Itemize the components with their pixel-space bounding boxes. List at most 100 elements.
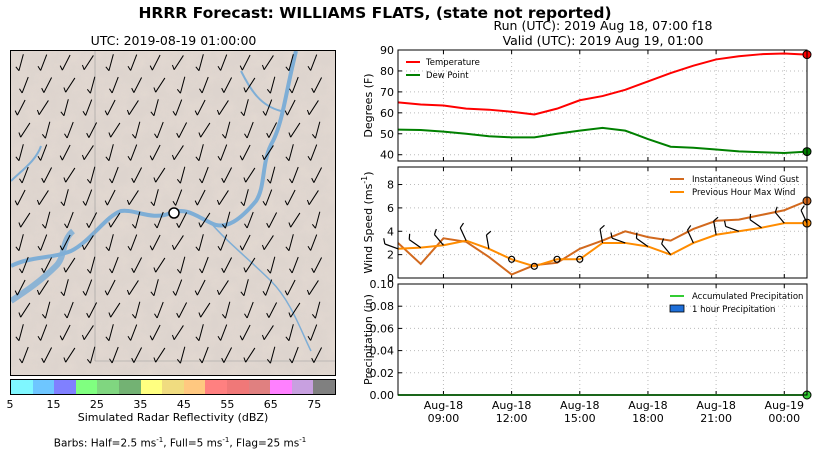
wind-barb (60, 99, 69, 117)
y-axis-label-close: ) (362, 171, 375, 175)
wind-barb (14, 99, 26, 116)
wind-barb (108, 212, 121, 228)
wind-barb (149, 144, 161, 161)
wind-barb (176, 256, 186, 274)
y-tick-label: 0.10 (370, 278, 395, 291)
series-line (397, 52, 808, 116)
legend-swatch (669, 304, 685, 313)
wind-barb (221, 77, 233, 93)
wind-barb (199, 346, 209, 364)
wind-barb (194, 99, 206, 116)
wind-barb (243, 347, 256, 363)
calm-marker (576, 255, 584, 263)
wind-barb (18, 302, 31, 318)
wind-barb (221, 257, 233, 273)
stream-west (11, 145, 42, 182)
wind-barb (64, 301, 74, 319)
wind-barb (311, 167, 323, 183)
calm-marker (508, 255, 516, 263)
colorbar-segment (54, 380, 76, 394)
panel-frame (397, 49, 808, 162)
wind-barb (749, 213, 762, 229)
wind-barb (383, 238, 399, 250)
wind-barb (307, 234, 318, 251)
wind-barb (176, 166, 186, 184)
wind-barb (81, 325, 94, 340)
wind-barb (285, 54, 294, 72)
y-tick-label: 0.08 (370, 300, 395, 313)
wind-barb (14, 189, 26, 206)
wind-barb (262, 279, 273, 296)
series-line (397, 199, 808, 276)
wind-barb (217, 234, 228, 251)
y-tick-label: 0.04 (370, 345, 395, 358)
colorbar-segment (205, 380, 227, 394)
colorbar-tick-label: 55 (220, 398, 235, 411)
x-tick-label-date: Aug-18 (492, 399, 531, 412)
wind-barb (172, 99, 183, 116)
colorbar-segment (291, 380, 314, 394)
wind-panel-barbs (383, 205, 808, 270)
wind-barb (661, 238, 672, 256)
x-tick-label-time: 15:00 (564, 412, 596, 425)
wind-barb (221, 121, 231, 139)
wind-barb (176, 212, 188, 228)
colorbar-tick-label: 15 (46, 398, 61, 411)
wind-barb (198, 302, 211, 318)
y-tick-label: 80 (380, 65, 394, 78)
wind-barb (217, 324, 228, 341)
wind-barb (284, 279, 296, 296)
wind-barb (64, 211, 74, 229)
legend-label: Accumulated Precipitation (692, 292, 803, 302)
wind-barb (289, 166, 299, 184)
wind-barb (240, 279, 249, 297)
wind-barb (723, 220, 740, 232)
wind-barb (307, 324, 318, 341)
wind-barb (176, 76, 186, 94)
x-tick-label-date: Aug-18 (424, 399, 463, 412)
wind-barb (408, 233, 422, 249)
wind-barb (311, 77, 323, 93)
wind-barb (239, 324, 251, 341)
wind-barb (131, 77, 143, 93)
wind-barb (81, 55, 94, 70)
wind-barb (64, 121, 74, 139)
wind-barb (306, 190, 319, 205)
wind-barb (127, 144, 138, 161)
wind-barb (36, 280, 49, 295)
x-tick-label-time: 12:00 (496, 412, 528, 425)
wind-barb (131, 257, 143, 273)
wind-barb (36, 190, 49, 205)
wind-barb (149, 324, 161, 341)
wind-barb (131, 121, 141, 139)
wind-barb (262, 99, 273, 116)
wind-barb (104, 189, 116, 206)
wind-barb (59, 324, 71, 341)
site-marker (168, 207, 180, 219)
wind-barb (176, 346, 186, 364)
legend-label: 1 hour Precipitation (692, 305, 775, 315)
colorbar-tick-label: 45 (176, 398, 191, 411)
wind-barb (194, 189, 206, 206)
wind-barb (199, 166, 209, 184)
wind-barb (126, 190, 139, 205)
wind-barb (243, 257, 256, 273)
wind-barb (109, 76, 119, 94)
wind-barb (262, 189, 273, 206)
wind-barb (261, 145, 274, 160)
wind-barb (199, 76, 209, 94)
wind-barb (105, 324, 114, 342)
wind-barb (63, 77, 76, 93)
wind-barb (131, 167, 143, 183)
wind-barb (15, 54, 24, 72)
wind-barb (289, 76, 299, 94)
wind-barb (60, 279, 69, 297)
wind-barb (60, 189, 69, 207)
wind-barb (171, 55, 184, 70)
wind-barb (19, 166, 29, 184)
wind-barb (15, 144, 24, 162)
wind-barb (86, 76, 96, 94)
y-tick-label: 4 (387, 225, 394, 238)
wind-barb (288, 302, 301, 318)
y-tick-label: 6 (387, 202, 394, 215)
